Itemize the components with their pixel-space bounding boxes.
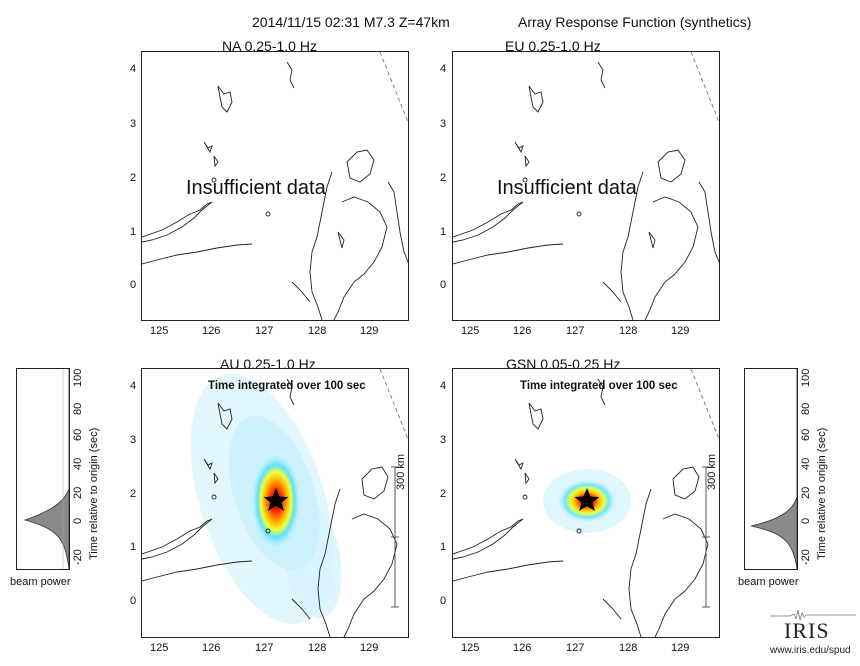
insufficient-data-na: Insufficient data (186, 177, 326, 199)
y-tick: 3 (130, 434, 137, 446)
y-tick: 2 (130, 172, 137, 184)
iris-logo: IRIS www.iris.edu/spud (770, 604, 856, 662)
y-tick: 1 (440, 226, 447, 238)
beam-power-curve-left (23, 369, 69, 569)
y-tick: 4 (130, 63, 137, 75)
beam-tick: -20 (72, 549, 84, 565)
beam-tick: -20 (800, 549, 812, 565)
beam-tick: 40 (72, 457, 84, 470)
beam-tick: 60 (800, 428, 812, 441)
y-tick: 0 (130, 595, 137, 607)
iris-url: www.iris.edu/spud (770, 645, 851, 656)
x-tick: 125 (150, 325, 169, 337)
y-tick: 2 (440, 488, 447, 500)
figure-subtitle: Array Response Function (synthetics) (518, 14, 752, 30)
beam-ylabel-left: Time relative to origin (sec) (88, 427, 100, 560)
x-tick: 126 (202, 642, 221, 654)
beam-tick: 20 (72, 486, 84, 499)
beam-power-caption-right: beam power (738, 576, 799, 588)
beam-tick: 80 (72, 402, 84, 415)
epicenter-star-gsn (574, 488, 600, 511)
integration-note-au: Time integrated over 100 sec (208, 380, 366, 392)
beam-power-curve-right (750, 369, 797, 569)
y-tick: 2 (440, 172, 447, 184)
x-tick: 127 (566, 325, 585, 337)
x-tick: 126 (513, 325, 532, 337)
beam-map-au (142, 369, 408, 637)
map-panel-gsn (452, 368, 720, 638)
scale-bar-label-gsn: 300 km (706, 453, 718, 490)
y-tick: 3 (440, 434, 447, 446)
beam-tick: 60 (72, 428, 84, 441)
coastline-map-na (142, 52, 408, 320)
beam-tick: 100 (72, 368, 84, 387)
y-tick: 0 (440, 279, 447, 291)
panel-title-eu: EU 0.25-1.0 Hz (505, 38, 601, 54)
y-tick: 4 (440, 380, 447, 392)
x-tick: 129 (671, 642, 690, 654)
x-tick: 127 (566, 642, 585, 654)
y-tick: 4 (130, 380, 137, 392)
x-tick: 128 (619, 642, 638, 654)
panel-title-na: NA 0.25-1.0 Hz (222, 38, 317, 54)
beam-tick: 0 (800, 517, 812, 524)
seismogram-icon (770, 609, 856, 621)
iris-logo-text: IRIS (784, 618, 830, 643)
map-panel-eu (452, 51, 720, 321)
y-tick: 3 (440, 118, 447, 130)
beam-ylabel-right: Time relative to origin (sec) (816, 427, 828, 560)
x-tick: 125 (150, 642, 169, 654)
y-tick: 1 (130, 226, 137, 238)
epicenter-star-au (263, 488, 289, 511)
beam-power-plot-left (16, 368, 70, 570)
beam-tick: 80 (800, 402, 812, 415)
event-title: 2014/11/15 02:31 M7.3 Z=47km (252, 14, 450, 30)
y-tick: 0 (130, 279, 137, 291)
x-tick: 127 (255, 325, 274, 337)
y-tick: 0 (440, 595, 447, 607)
x-tick: 128 (308, 325, 327, 337)
x-tick: 129 (360, 325, 379, 337)
beam-power-plot-right (744, 368, 798, 570)
beam-tick: 40 (800, 457, 812, 470)
beam-map-gsn (453, 369, 719, 637)
coastline-map-eu (453, 52, 719, 320)
x-tick: 125 (461, 642, 480, 654)
scale-bar-label-au: 300 km (395, 453, 407, 490)
x-tick: 125 (461, 325, 480, 337)
y-tick: 1 (130, 541, 137, 553)
y-tick: 4 (440, 63, 447, 75)
y-tick: 3 (130, 118, 137, 130)
beam-power-caption-left: beam power (10, 576, 71, 588)
x-tick: 126 (513, 642, 532, 654)
beam-tick: 20 (800, 486, 812, 499)
y-tick: 1 (440, 541, 447, 553)
x-tick: 128 (308, 642, 327, 654)
insufficient-data-eu: Insufficient data (497, 177, 637, 199)
x-tick: 129 (360, 642, 379, 654)
x-tick: 128 (619, 325, 638, 337)
map-panel-na (141, 51, 409, 321)
map-panel-au (141, 368, 409, 638)
x-tick: 127 (255, 642, 274, 654)
beam-tick: 100 (800, 368, 812, 387)
beam-tick: 0 (72, 517, 84, 524)
x-tick: 129 (671, 325, 690, 337)
integration-note-gsn: Time integrated over 100 sec (520, 380, 678, 392)
x-tick: 126 (202, 325, 221, 337)
y-tick: 2 (130, 488, 137, 500)
